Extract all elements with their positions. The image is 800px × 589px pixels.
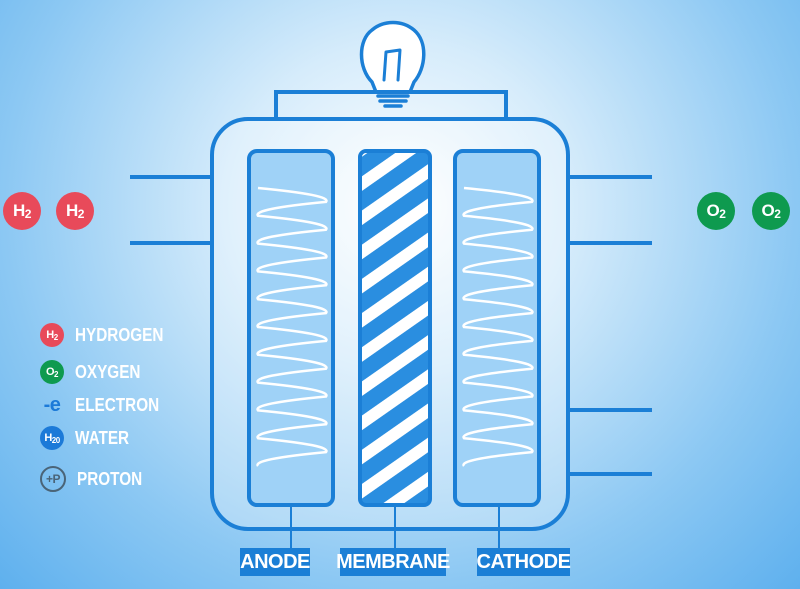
hydrogen-inlet-pipe [130,167,214,248]
electron-badge-icon: -e [43,393,61,416]
oxygen-inlet-pipe [566,175,652,476]
legend-item-water: H 20 WATER [40,426,139,450]
proton-badge-icon: +P [40,466,66,492]
legend-label: OXYGEN [75,361,141,382]
membrane-label: MEMBRANE [336,548,450,576]
cathode-coil [462,186,534,467]
legend-label: HYDROGEN [75,324,164,345]
membrane-layer [358,149,432,507]
legend-item-electron: -e ELECTRON [40,393,174,417]
legend-label: ELECTRON [75,394,160,415]
legend-label: WATER [75,427,130,448]
anode-coil [256,186,328,467]
legend-label: PROTON [77,468,143,489]
cathode-label: CATHODE [477,548,571,576]
legend-item-proton: +P PROTON [40,466,154,492]
light-bulb-icon [359,20,426,108]
water-badge-icon: H 20 [40,426,64,450]
anode-label: ANODE [240,548,310,576]
circuit-wire [274,90,508,119]
